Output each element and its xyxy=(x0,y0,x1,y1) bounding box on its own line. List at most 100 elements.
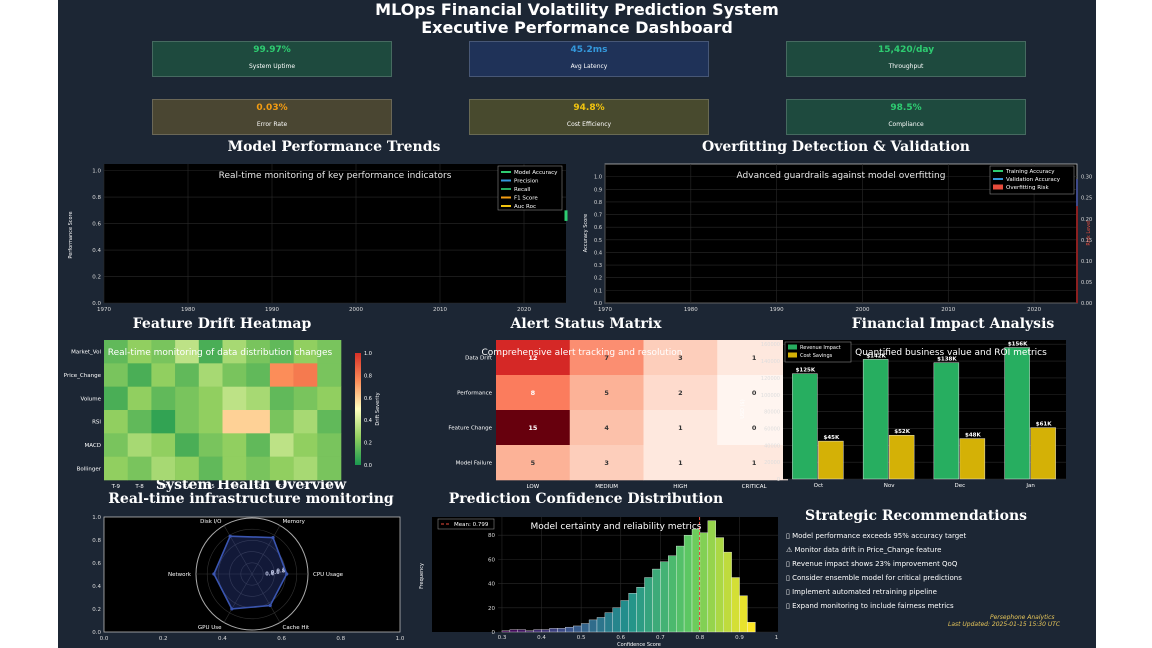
y-tick-label: 0.9 xyxy=(594,187,602,193)
kpi-label: Error Rate xyxy=(256,121,288,128)
heatmap-cell xyxy=(104,386,128,411)
x-tick-label: 0.5 xyxy=(577,635,586,641)
heatmap-cell xyxy=(175,340,200,364)
grid xyxy=(103,164,566,304)
heatmap-cell xyxy=(293,410,318,434)
y2-tick-label: 0.00 xyxy=(1081,301,1092,307)
heatmap-cell xyxy=(293,340,318,364)
cell-value: 1 xyxy=(752,459,757,467)
heatmap-cell xyxy=(246,410,271,434)
histogram-bar xyxy=(517,629,526,633)
y-tick-label: 0 xyxy=(777,477,780,483)
y2-tick-label: 0.10 xyxy=(1081,259,1092,265)
x-tick-label: 0.8 xyxy=(696,635,705,641)
legend-swatch xyxy=(788,352,797,358)
kpi-label: System Uptime xyxy=(248,63,296,70)
trends-subtitle: Real-time monitoring of key performance … xyxy=(219,171,452,181)
matrix-cell xyxy=(569,410,644,446)
x-tick-label: 1980 xyxy=(684,307,698,313)
x-tick-label: 0.6 xyxy=(616,635,625,641)
histogram-bar xyxy=(739,595,748,633)
histogram-bar xyxy=(565,626,574,633)
confidence-title: Prediction Confidence Distribution xyxy=(448,491,724,507)
y2-axis-label: Risk Level xyxy=(1086,220,1092,245)
heatmap-cells xyxy=(104,340,342,481)
row-label: Data Drift xyxy=(465,356,493,362)
heatmap-cell xyxy=(127,456,152,481)
heatmap-cell xyxy=(293,363,318,387)
trends-title: Model Performance Trends xyxy=(227,139,441,155)
heatmap-cell xyxy=(269,340,294,364)
radar-point xyxy=(268,603,272,608)
y-tick-label: 140000 xyxy=(761,359,780,365)
heatmap-cell xyxy=(104,340,128,364)
heatmap-cell xyxy=(104,410,128,434)
x-tick-label: 0.4 xyxy=(218,636,227,642)
y-tick-label: 0.5 xyxy=(594,238,602,244)
matrix-cell xyxy=(496,445,571,481)
y2-tick-label: 0.30 xyxy=(1081,175,1092,181)
colorbar-ticks: 0.0 0.2 0.4 0.6 0.8 1.0 xyxy=(364,351,372,469)
heatmap-cell xyxy=(127,363,152,387)
row-label: Price_Change xyxy=(64,373,102,379)
row-label: Market_Vol xyxy=(71,350,101,356)
x-tick-label: 0.3 xyxy=(498,635,507,641)
spoke xyxy=(223,573,253,623)
y-tick-label: 0.4 xyxy=(92,248,101,254)
recommendation-item: ▯ Consider ensemble model for critical p… xyxy=(786,574,962,582)
heatmap-cell xyxy=(175,456,200,481)
heatmap-cell xyxy=(151,386,176,411)
axis-label: Cache Hit xyxy=(283,625,311,631)
x-tick-label: 2010 xyxy=(433,307,447,313)
histogram-bar xyxy=(628,593,637,633)
x-tick-label: 1990 xyxy=(770,307,784,313)
trends-chart: 0.0 0.2 0.4 0.6 0.8 1.0 1970 1980 1990 2000 2010 2… xyxy=(68,164,568,313)
cell-value: 0 xyxy=(752,389,757,397)
footer-updated: Last Updated: 2025-01-15 15:30 UTC xyxy=(948,621,1061,628)
matrix-cell xyxy=(643,340,718,376)
cell-value: 1 xyxy=(678,459,683,467)
kpi-value: 45.2ms xyxy=(570,45,608,55)
y-tick-label: 0 xyxy=(492,630,496,636)
kpi-value: 0.03% xyxy=(256,103,288,113)
kpi-compliance: 98.5% Compliance xyxy=(786,99,1026,135)
confidence-chart: 0 20 40 60 80 0.3 0.4 0.5 0.6 0.7 0.8 0.9 1.0 Frequ… xyxy=(419,517,778,648)
y-ticks: 0 20 40 60 80 xyxy=(488,533,496,636)
y2-tick-label: 0.15 xyxy=(1081,238,1092,244)
x-tick-label: Jan xyxy=(1025,483,1035,489)
heatmap-cell xyxy=(222,340,247,364)
y-axis-label: Performance Score xyxy=(68,211,74,258)
col-label: T-1 xyxy=(300,484,309,490)
row-label: Model Failure xyxy=(456,461,493,467)
heatmap-cell xyxy=(246,456,271,481)
legend-label: Revenue Impact xyxy=(800,345,841,351)
legend-label: Model Accuracy xyxy=(514,170,558,176)
col-label: LOW xyxy=(527,484,540,490)
y-tick-label: 40000 xyxy=(764,443,780,449)
y-ticks: 0.0 0.1 0.2 0.3 0.4 0.5 0.6 0.7 0.8 0.9 1.0 xyxy=(594,175,602,307)
radar-point xyxy=(228,534,232,538)
histogram-bar xyxy=(509,629,518,633)
row-label: RSI xyxy=(92,420,101,426)
histogram-bar xyxy=(525,630,534,633)
cell-value: 4 xyxy=(604,424,609,432)
histogram-bar xyxy=(652,568,661,633)
heatmap-cell xyxy=(317,410,342,434)
x-tick-label: 1970 xyxy=(598,307,612,313)
heatmap-cell xyxy=(222,410,247,434)
x-tick-label: Nov xyxy=(884,483,895,489)
row-label: Feature Change xyxy=(448,426,492,432)
y2-tick-label: 0.20 xyxy=(1081,217,1092,223)
legend-label: Validation Accuracy xyxy=(1006,177,1061,183)
matrix-cell xyxy=(569,340,644,376)
radar xyxy=(212,534,289,611)
heatmap-cell xyxy=(198,410,223,434)
histogram-bar xyxy=(668,555,677,633)
alerts-chart: 12 7 3 1 8 5 2 0 15 4 1 0 5 3 1 1 Data Drift Performance… xyxy=(448,340,788,490)
radar-point xyxy=(212,572,216,576)
heatmap-cell xyxy=(246,363,271,387)
y-tick-label: 0.8 xyxy=(594,200,602,206)
bar-label: $52K xyxy=(894,429,910,435)
financial-chart: 0 20000 40000 60000 80000 100000 120000 140000 1… xyxy=(740,340,1066,489)
recommendation-item: ▯ Model performance exceeds 95% accuracy… xyxy=(786,532,967,540)
